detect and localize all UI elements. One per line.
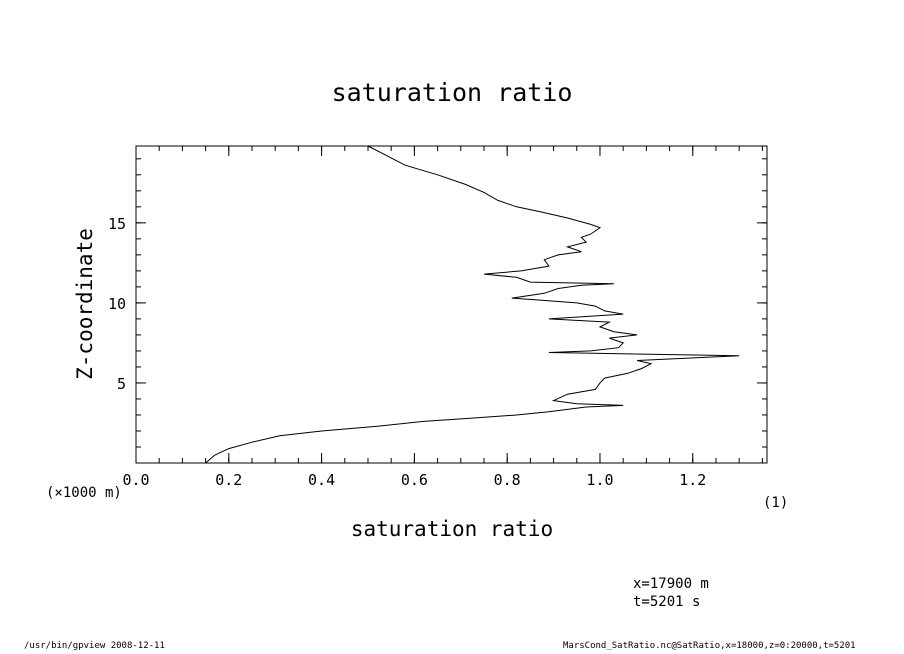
y-tick-label: 15	[108, 215, 126, 233]
x-tick-label: 0.8	[494, 471, 521, 489]
x-unit-label: (1)	[763, 495, 788, 511]
x-tick-label: 1.0	[586, 471, 613, 489]
time-readout: t=5201 s	[633, 594, 701, 610]
y-axis-label: Z-coordinate	[73, 228, 97, 380]
footer-program: /usr/bin/gpview 2008-12-11	[24, 641, 165, 651]
x-tick-label: 1.2	[679, 471, 706, 489]
y-tick-label: 5	[117, 375, 126, 393]
x-axis-label: saturation ratio	[351, 517, 553, 541]
minor-ticks	[136, 146, 767, 463]
y-axis: 5 10 15	[108, 215, 767, 393]
x-position-readout: x=17900 m	[633, 576, 709, 592]
plot-frame	[135, 145, 768, 464]
x-tick-label: 0.2	[215, 471, 242, 489]
footer-source: MarsCond_SatRatio.nc@SatRatio,x=18000,z=…	[563, 641, 856, 651]
y-unit-label: (×1000 m)	[46, 485, 122, 501]
x-tick-label: 0.0	[122, 471, 149, 489]
x-tick-label: 0.4	[308, 471, 335, 489]
saturation-ratio-line	[205, 145, 740, 464]
x-tick-label: 0.6	[401, 471, 428, 489]
x-axis: 0.0 0.2 0.4 0.6 0.8 1.0 1.2	[122, 146, 706, 489]
chart-title: saturation ratio	[332, 78, 573, 107]
y-tick-label: 10	[108, 295, 126, 313]
